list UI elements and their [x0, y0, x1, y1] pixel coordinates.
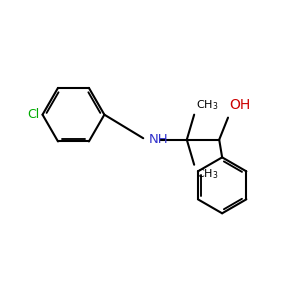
Text: CH$_3$: CH$_3$ — [196, 98, 218, 112]
Text: NH: NH — [148, 133, 168, 146]
Text: Cl: Cl — [27, 108, 40, 121]
Text: CH$_3$: CH$_3$ — [196, 167, 218, 181]
Text: OH: OH — [230, 98, 251, 112]
